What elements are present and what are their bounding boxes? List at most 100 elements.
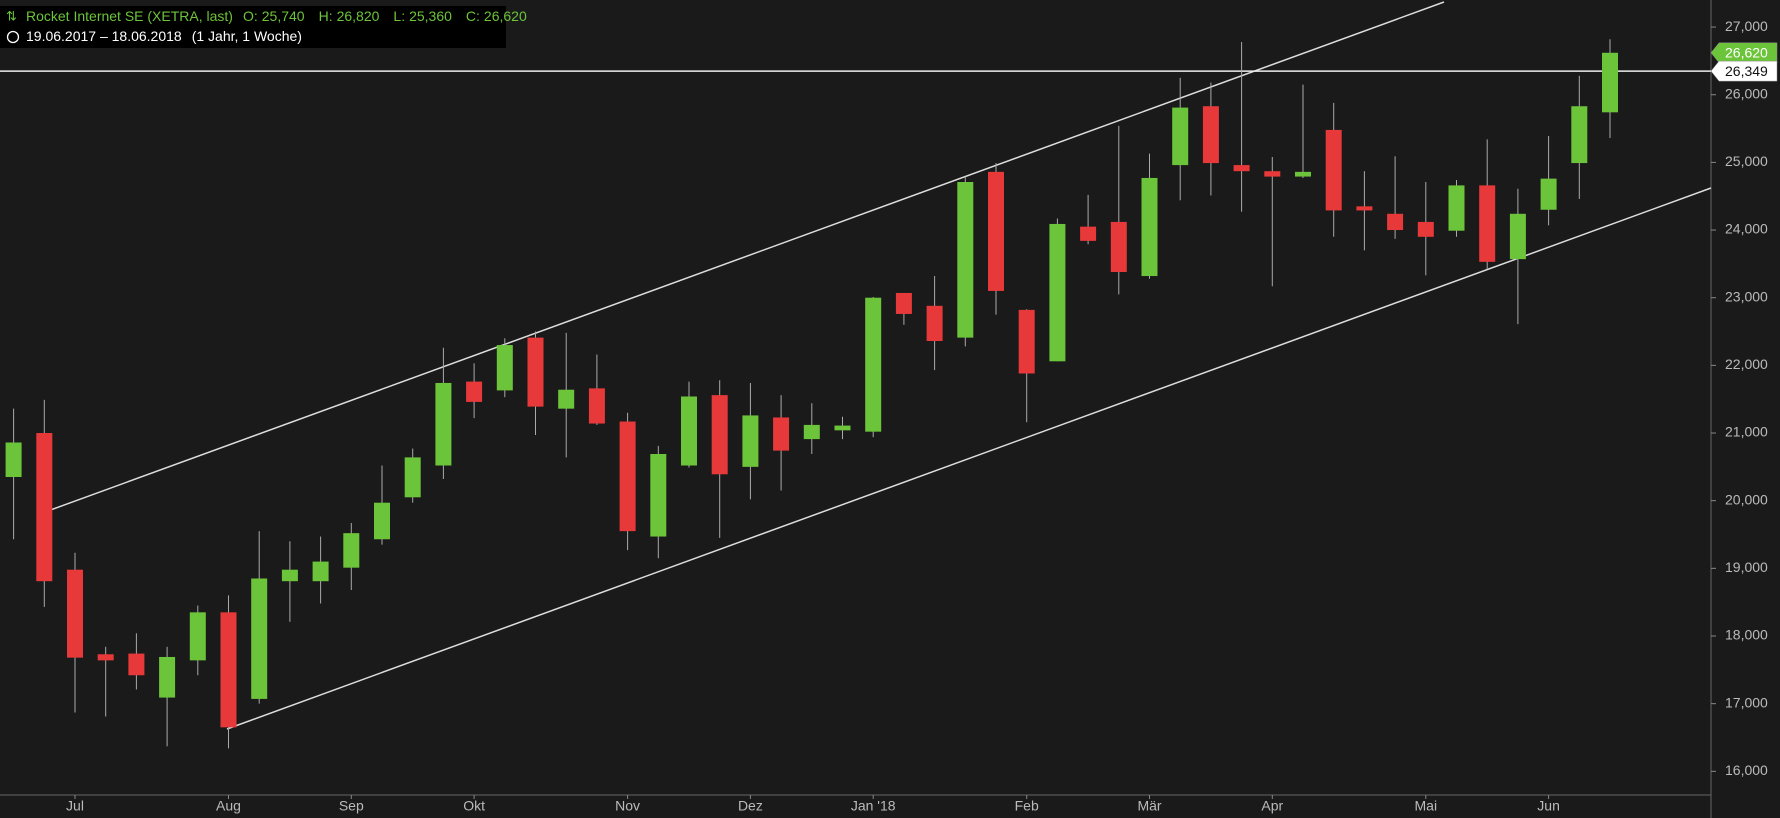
- hline-label: 26,349: [1725, 63, 1768, 79]
- candle-body: [97, 654, 114, 661]
- y-tick-label: 27,000: [1725, 18, 1768, 34]
- candle-body: [1325, 129, 1342, 211]
- candle-body: [558, 389, 575, 409]
- candle-body: [1018, 309, 1035, 374]
- candle-body: [466, 381, 483, 402]
- candle-body: [1387, 213, 1404, 231]
- candle-body: [1448, 185, 1465, 231]
- x-tick-label: Okt: [463, 798, 485, 814]
- y-tick-label: 16,000: [1725, 762, 1768, 778]
- candle-body: [374, 502, 390, 540]
- y-tick-label: 26,000: [1725, 85, 1768, 101]
- x-tick-label: Mai: [1415, 798, 1438, 814]
- info-key: C:: [466, 8, 480, 24]
- period: 19.06.2017 – 18.06.2018 (1 Jahr, 1 Woche): [26, 28, 302, 44]
- info-value: 25,740: [262, 8, 305, 24]
- candle-body: [650, 453, 667, 537]
- x-tick-label: Jul: [66, 798, 84, 814]
- candle-body: [1202, 106, 1219, 164]
- y-tick-label: 22,000: [1725, 356, 1768, 372]
- last-price-label-bg: [1710, 42, 1778, 64]
- candle-body: [957, 182, 974, 338]
- candle-body: [803, 424, 820, 440]
- candle-body: [1295, 171, 1311, 177]
- candle-body: [742, 415, 759, 467]
- y-tick-label: 19,000: [1725, 559, 1768, 575]
- candle-body: [1049, 223, 1066, 362]
- candle-body: [1141, 177, 1158, 277]
- candle-body: [251, 578, 268, 699]
- header-box: [0, 6, 506, 48]
- period-range: 19.06.2017 – 18.06.2018: [26, 28, 182, 44]
- y-tick-label: 21,000: [1725, 424, 1768, 440]
- info-key: O:: [243, 8, 258, 24]
- candle-body: [834, 425, 851, 431]
- candle-body: [312, 561, 329, 582]
- candle-body: [619, 421, 636, 532]
- candle-body: [1571, 106, 1588, 164]
- candle-body: [1264, 171, 1281, 177]
- candle-body: [1233, 165, 1250, 172]
- trendline-lower: [226, 187, 1712, 730]
- candle-body: [926, 305, 943, 342]
- x-tick-label: Feb: [1015, 798, 1039, 814]
- candle-body: [988, 171, 1004, 291]
- candle-body: [281, 569, 298, 582]
- x-tick-label: Sep: [339, 798, 364, 814]
- y-tick-label: 25,000: [1725, 153, 1768, 169]
- candle-body: [36, 433, 53, 582]
- x-tick-label: Jan '18: [851, 798, 896, 814]
- info-key: H:: [319, 8, 333, 24]
- candle-body: [681, 396, 697, 466]
- candle-body: [895, 292, 912, 314]
- candle-body: [1356, 206, 1373, 211]
- last-price-label: 26,620: [1725, 44, 1768, 60]
- candle-body: [1110, 221, 1127, 272]
- info-value: 26,820: [337, 8, 380, 24]
- candle-body: [711, 395, 728, 475]
- header-icon: ⇅: [6, 8, 17, 23]
- candle-body: [189, 612, 206, 661]
- candle-body: [1540, 178, 1557, 210]
- candle-body: [865, 297, 882, 432]
- candle-body: [1479, 185, 1496, 262]
- candle-body: [159, 656, 176, 698]
- candle-body: [1602, 52, 1618, 113]
- x-tick-label: Dez: [738, 798, 763, 814]
- clock-icon: [6, 30, 20, 44]
- candle-body: [67, 569, 83, 658]
- candle-body: [343, 533, 360, 568]
- info-value: 26,620: [484, 8, 527, 24]
- candle-body: [404, 457, 421, 498]
- candle-body: [128, 653, 145, 676]
- x-tick-label: Apr: [1261, 798, 1283, 814]
- info-value: 25,360: [409, 8, 452, 24]
- title: Rocket Internet SE (XETRA, last): [26, 8, 233, 24]
- candle-body: [527, 337, 544, 407]
- candle-body: [588, 388, 605, 424]
- candle-body: [1080, 226, 1097, 241]
- candle-body: [5, 442, 22, 477]
- y-tick-label: 24,000: [1725, 221, 1768, 237]
- candle-body: [1172, 107, 1189, 166]
- y-tick-label: 18,000: [1725, 627, 1768, 643]
- candle-body: [496, 345, 513, 391]
- candle-body: [1417, 221, 1434, 237]
- y-tick-label: 20,000: [1725, 491, 1768, 507]
- info-key: L:: [393, 8, 405, 24]
- candle-body: [773, 417, 790, 451]
- hline-label-bg: [1710, 60, 1778, 82]
- x-tick-label: Mär: [1137, 798, 1161, 814]
- x-tick-label: Jun: [1537, 798, 1560, 814]
- x-tick-label: Aug: [216, 798, 241, 814]
- candle-body: [1509, 213, 1526, 260]
- candle-body: [220, 612, 237, 728]
- y-tick-label: 17,000: [1725, 694, 1768, 710]
- header-title: Rocket Internet SE (XETRA, last) O: 25,740…: [26, 8, 527, 24]
- x-tick-label: Nov: [615, 798, 640, 814]
- candle-body: [435, 382, 452, 466]
- y-tick-label: 23,000: [1725, 288, 1768, 304]
